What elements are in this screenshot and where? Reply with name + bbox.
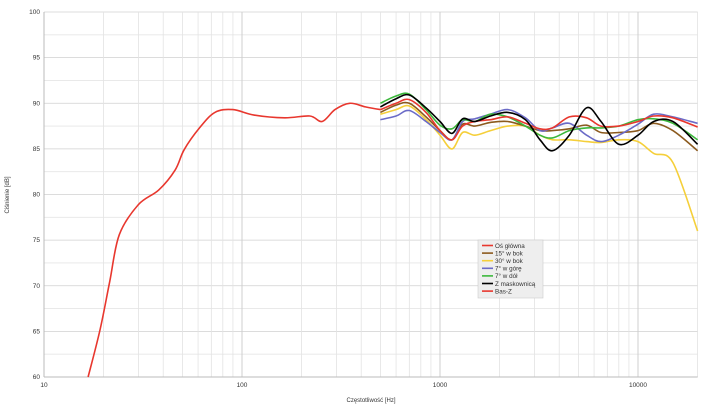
y-tick-label: 75	[33, 237, 41, 244]
y-axis-label: Ciśnienie [dB]	[5, 176, 11, 213]
series-lines	[87, 92, 699, 378]
legend-label: Z maskownicą	[495, 281, 536, 288]
y-tick-label: 95	[33, 55, 41, 62]
legend-label: Bas-Z	[495, 288, 512, 295]
grid	[43, 11, 699, 378]
x-tick-label: 1000	[433, 382, 448, 389]
legend-label: Oś główna	[495, 243, 525, 250]
legend-label: 7° w dół	[495, 272, 518, 280]
series-line-4	[380, 92, 699, 141]
x-tick-label: 100	[237, 382, 248, 389]
series-line-0	[380, 98, 698, 141]
legend-label: 7° w górę	[495, 265, 522, 273]
x-tick-label: 10000	[629, 382, 647, 389]
y-tick-label: 60	[33, 374, 41, 381]
y-tick-label: 80	[33, 192, 41, 199]
y-tick-labels: 60 65 70 75 80 85 90 95 100	[29, 9, 40, 381]
series-line-5	[380, 93, 699, 152]
y-tick-label: 65	[33, 328, 41, 335]
legend-label: 30° w bok	[495, 257, 524, 265]
series-line-6	[87, 102, 381, 378]
y-tick-label: 70	[33, 283, 41, 290]
y-tick-label: 100	[29, 9, 40, 16]
y-tick-label: 85	[33, 146, 41, 153]
x-tick-label: 10	[40, 382, 48, 389]
legend-label: 15° w bok	[495, 249, 524, 257]
x-tick-labels: 10 100 1000 10000	[40, 382, 647, 389]
x-axis-label: Częstotliwość [Hz]	[346, 398, 395, 404]
series-line-3	[380, 108, 698, 143]
y-tick-label: 90	[33, 100, 41, 107]
